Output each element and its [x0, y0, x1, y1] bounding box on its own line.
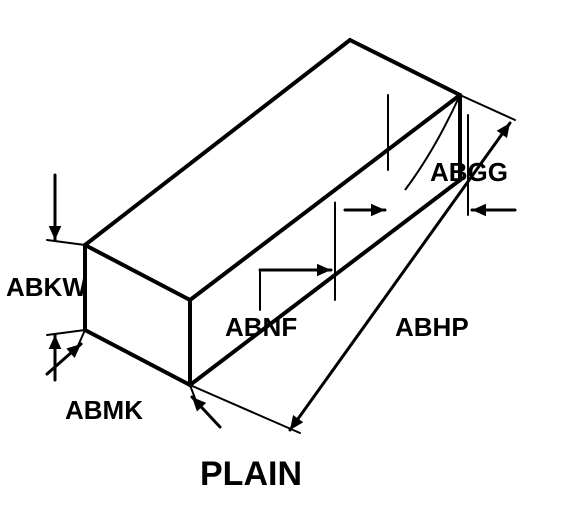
label-abhp: ABHP [395, 312, 469, 343]
label-title: PLAIN [200, 455, 302, 494]
diagram-svg [0, 0, 578, 505]
label-abmk: ABMK [65, 395, 143, 426]
label-abnf: ABNF [225, 312, 297, 343]
diagram-stage: ABGG ABHP ABNF ABKW ABMK PLAIN [0, 0, 578, 505]
label-abkw: ABKW [6, 272, 87, 303]
label-abgg: ABGG [430, 157, 508, 188]
